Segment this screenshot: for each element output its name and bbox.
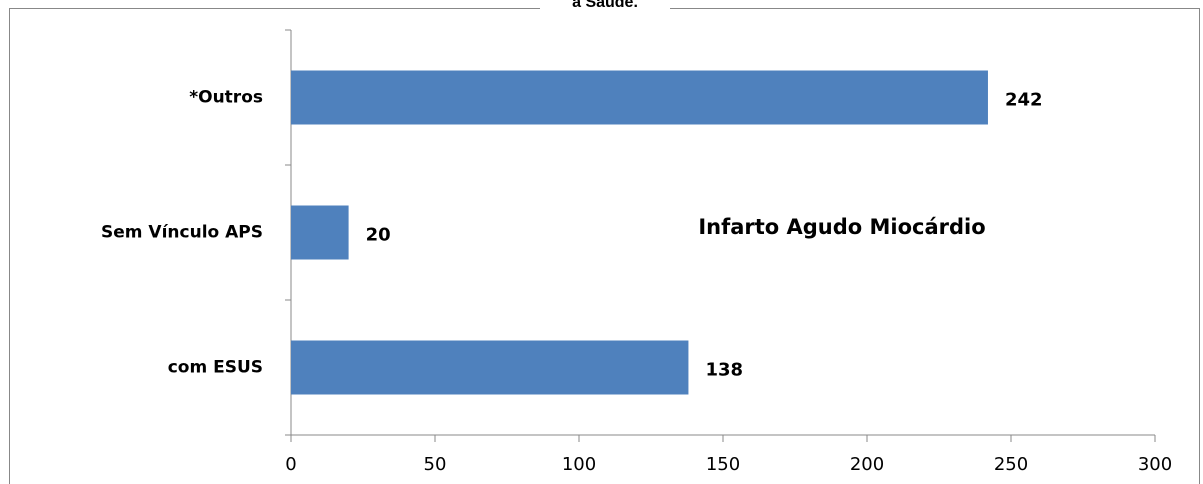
data-label: 20 [366,225,391,246]
x-tick-label: 100 [562,454,596,475]
data-label: 138 [705,360,743,381]
x-tick-label: 50 [424,454,447,475]
x-tick-label: 150 [706,454,740,475]
x-tick-label: 0 [285,454,296,475]
bar [291,70,988,125]
chart-title: a Saúde. [572,0,638,11]
title-background [540,0,670,14]
bar [291,205,349,260]
x-tick-label: 200 [850,454,884,475]
bar [291,340,689,395]
annotation: Infarto Agudo Miocárdio [698,215,985,239]
x-tick-label: 250 [994,454,1028,475]
y-tick-label: *Outros [189,88,263,108]
data-label: 242 [1005,90,1043,111]
y-tick-label: com ESUS [168,358,263,378]
x-tick-label: 300 [1138,454,1172,475]
y-tick-label: Sem Vínculo APS [101,223,263,243]
